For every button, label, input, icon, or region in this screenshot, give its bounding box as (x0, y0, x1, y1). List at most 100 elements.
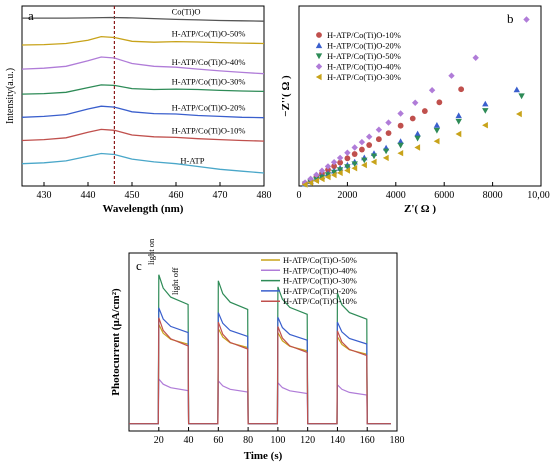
panel-a-series-h-atp-co-ti-o-10 (21, 128, 265, 142)
panel-c-xtick-label: 140 (330, 435, 345, 446)
panel-b-legend-label: H-ATP/Co(Ti)O-30% (327, 72, 401, 82)
panel-b-point (351, 165, 358, 172)
panel-c-series-h-atp-co-ti-o-10 (129, 317, 391, 425)
panel-c-annotation-light-off: light off (170, 267, 180, 295)
panel-b-legend-label: H-ATP/Co(Ti)O-40% (327, 62, 401, 72)
panel-c-xtick-label: 60 (213, 435, 223, 446)
panel-b-point (330, 171, 337, 179)
panel-b-series-h-atp-co-ti-o-30 (301, 110, 522, 188)
panel-a-letter: a (28, 8, 34, 23)
panel-b-point (336, 169, 343, 177)
panel-b-point (370, 158, 377, 166)
panel-b-point (358, 138, 366, 146)
panel-b-point (428, 87, 436, 94)
panel-b-ylabel: −Z''( Ω ) (280, 75, 292, 117)
panel-b-point (336, 167, 344, 173)
panel-b-legend-label: H-ATP/Co(Ti)O-20% (327, 41, 401, 51)
panel-c-chart: 20 40 60 80 100 120 140 160 180 H-ATP/Co(Ti)O-50%… (110, 238, 405, 462)
panel-a-series-h-atp-co-ti-o-30 (21, 84, 265, 95)
panel-c-xlabel: Time (s) (244, 450, 283, 462)
panel-b-point (472, 54, 479, 61)
panel-b-point (397, 138, 404, 144)
panel-a-series-label: H-ATP/Co(Ti)O-30% (172, 76, 246, 86)
panel-c-series-h-atp-co-ti-o-20 (129, 307, 391, 425)
panel-c-xtick-label: 80 (243, 435, 253, 446)
panel-b-point (513, 86, 520, 93)
panel-b-legend-marker (315, 53, 323, 60)
panel-c-series-h-atp-co-ti-o-40 (129, 377, 391, 425)
panel-b-point (337, 159, 344, 166)
panel-b-point (433, 127, 441, 134)
panel-b-xtick-label: 8000 (483, 190, 503, 201)
panel-c-xtick-label: 40 (184, 435, 194, 446)
panel-a-series-label: Co(Ti)O (172, 6, 201, 16)
panel-b-point (455, 130, 462, 138)
panel-b-point (518, 93, 525, 100)
panel-b-point (436, 99, 443, 106)
panel-b-point (351, 151, 358, 157)
panel-c-xtick-label: 120 (300, 435, 315, 446)
panel-b-point (482, 122, 488, 129)
panel-c-xtick-label: 100 (270, 435, 285, 446)
panel-b-point (307, 179, 314, 186)
panel-b-series-h-atp-co-ti-o-10 (302, 86, 465, 187)
panel-c-xtick-label: 20 (154, 435, 164, 446)
panel-b-point (318, 167, 326, 174)
panel-b-point (313, 171, 320, 178)
panel-b-point (330, 159, 338, 166)
panel-b-xtick-label: 10,000 (527, 190, 550, 201)
panel-c-frame (128, 252, 398, 432)
panel-c-xtick-label: 180 (390, 435, 405, 446)
panel-b-point (397, 110, 404, 117)
panel-b-point (313, 177, 319, 184)
panel-b-point (375, 126, 383, 133)
panel-a-xtick-label: 470 (213, 190, 228, 201)
panel-b-point (318, 175, 325, 183)
panel-b-point (344, 164, 351, 171)
panel-b-point (331, 163, 337, 170)
panel-b-xtick-label: 6000 (434, 190, 454, 201)
panel-b-point (414, 130, 421, 137)
panel-a-series-co-ti-o (22, 16, 265, 22)
panel-b-point (359, 146, 365, 153)
panel-a-series-label: H-ATP/Co(Ti)O-20% (172, 102, 246, 112)
panel-b-point (301, 181, 308, 188)
panel-c-legend-label: H-ATP/Co(Ti)O-40% (283, 265, 357, 275)
panel-b-point (366, 142, 373, 148)
panel-b-point (325, 166, 331, 173)
panel-b-point (382, 148, 390, 155)
panel-b-point (361, 157, 368, 164)
panel-b-point (482, 108, 489, 114)
panel-b-point (336, 154, 344, 162)
panel-a-series-label: H-ATP/Co(Ti)O-40% (172, 57, 246, 67)
panel-b-point (482, 100, 489, 107)
panel-b-point (455, 118, 462, 125)
panel-b-xtick-label: 4000 (386, 190, 406, 201)
panel-b-point (433, 138, 440, 145)
panel-a-ylabel: Intensity(a.u.) (5, 68, 16, 124)
panel-c-legend-label: H-ATP/Co(Ti)O-10% (283, 296, 357, 306)
panel-b-point (433, 122, 441, 128)
panel-a-series-label: H-ATP/Co(Ti)O-10% (172, 126, 246, 136)
panel-b-point (344, 149, 351, 156)
panel-a-series-label: H-ATP (180, 155, 204, 165)
panel-b-xtick-label: 0 (297, 190, 302, 201)
panel-b-letter: b (507, 11, 514, 26)
panel-a-series-h-atp-co-ti-o-40 (21, 56, 265, 75)
panel-b-point (324, 172, 332, 178)
panel-b-point (324, 163, 332, 170)
panel-b-legend-label: H-ATP/Co(Ti)O-50% (327, 51, 401, 61)
panel-a-frame (21, 5, 265, 187)
panel-b-legend-marker (316, 32, 322, 38)
panel-b-point (412, 99, 419, 106)
panel-b-legend-marker (315, 42, 323, 49)
panel-a-xtick-label: 480 (257, 190, 272, 201)
panel-b-point (375, 136, 382, 143)
panel-b-point (409, 115, 416, 122)
panel-a-chart: 430 440 450 460 470 480 Co(Ti)O H-ATP/Co(Ti)O-5… (5, 5, 272, 215)
panel-b-point (344, 167, 350, 174)
panel-a-xtick-label: 460 (169, 190, 184, 201)
panel-b-frame (298, 5, 542, 187)
panel-a-xlabel: Wavelength (nm) (103, 203, 184, 215)
